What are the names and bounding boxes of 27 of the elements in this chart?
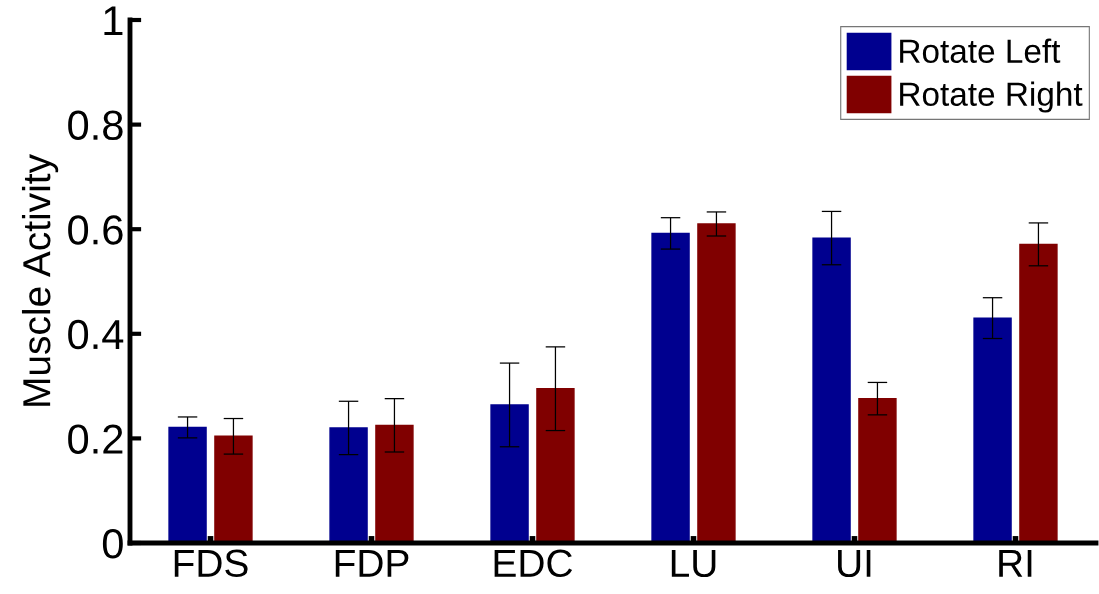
x-tick-label: EDC bbox=[494, 549, 573, 578]
bar bbox=[697, 223, 736, 543]
y-tick-label: 0.6 bbox=[68, 215, 123, 245]
x-tick-label: UI bbox=[838, 549, 871, 578]
bar bbox=[168, 426, 207, 543]
bar bbox=[375, 424, 414, 543]
x-tick-label: RI bbox=[999, 549, 1032, 577]
legend-label: Rotate Right bbox=[900, 81, 1083, 113]
y-axis-title: Muscle Activity bbox=[21, 154, 59, 406]
bar bbox=[1019, 243, 1058, 543]
bar bbox=[812, 237, 851, 543]
bar bbox=[651, 232, 690, 543]
x-tick-label: LU bbox=[671, 549, 716, 578]
bar bbox=[490, 404, 529, 543]
y-tick-label: 1 bbox=[104, 6, 123, 36]
bar bbox=[214, 435, 253, 543]
legend-label: Rotate Left bbox=[900, 38, 1061, 63]
y-tick-label: 0.4 bbox=[68, 319, 124, 350]
bar bbox=[329, 427, 368, 543]
y-tick-label: 0.8 bbox=[68, 110, 123, 141]
x-tick-label: FDP bbox=[335, 549, 409, 577]
y-tick-label: 0.2 bbox=[68, 424, 123, 454]
bar bbox=[858, 397, 897, 543]
bar bbox=[536, 388, 575, 543]
bar bbox=[973, 317, 1012, 543]
y-tick-label: 0 bbox=[102, 529, 123, 559]
x-tick-label: FDS bbox=[174, 549, 248, 578]
